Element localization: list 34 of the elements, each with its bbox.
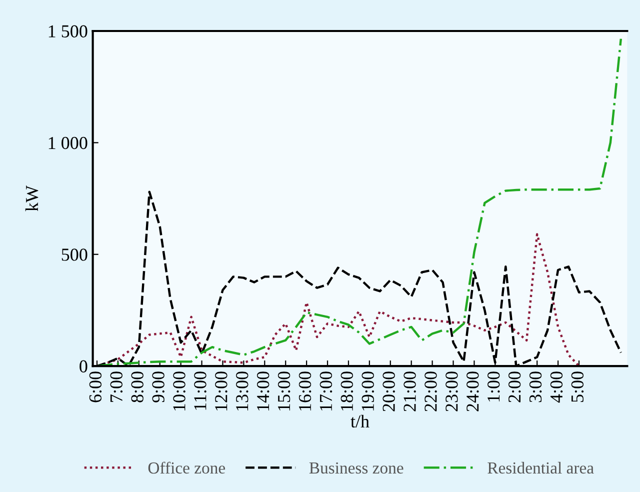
x-tick-label: 5:00 (571, 372, 584, 402)
x-tick-label: 8:00 (131, 372, 144, 402)
x-tick-label: 21:00 (404, 372, 416, 412)
x-tick-label: 6:00 (89, 372, 102, 402)
y-axis-title: kW (25, 186, 38, 212)
y-tick-label: 0 (80, 360, 88, 372)
x-tick-label: 2:00 (508, 372, 521, 402)
y-tick-label: 500 (62, 248, 88, 261)
x-tick-label: 17:00 (320, 372, 332, 410)
x-tick-label: 11:00 (194, 372, 206, 410)
legend-label: Office zone (148, 462, 226, 474)
x-axis-title: t/h (350, 414, 370, 428)
x-tick-label: 9:00 (152, 372, 164, 402)
line-series (96, 38, 622, 366)
x-tick-label: 3:00 (529, 372, 542, 402)
x-tick-label: 12:00 (215, 372, 228, 410)
legend-label: Business zone (309, 462, 404, 474)
legend-label: Residential area (488, 462, 594, 474)
x-tick-label: 15:00 (278, 372, 290, 410)
y-tick-label: 1 500 (48, 25, 88, 38)
x-tick-label: 7:00 (110, 372, 123, 402)
x-tick-label: 13:00 (236, 372, 248, 410)
x-tick-label: 22:00 (424, 372, 437, 412)
x-tick-label: 24:00 (466, 372, 479, 412)
x-tick-label: 14:00 (256, 372, 270, 410)
x-tick-label: 19:00 (362, 372, 374, 410)
x-tick-label: 18:00 (340, 372, 354, 410)
x-tick-label: 20:00 (382, 372, 395, 412)
x-tick-label: 16:00 (298, 372, 312, 410)
x-tick-label: 4:00 (550, 372, 563, 403)
x-tick-label: 23:00 (446, 372, 458, 412)
x-tick-label: 1:00 (488, 372, 500, 402)
x-tick-label: 10:00 (173, 372, 186, 410)
y-tick-label: 1 000 (48, 136, 88, 150)
